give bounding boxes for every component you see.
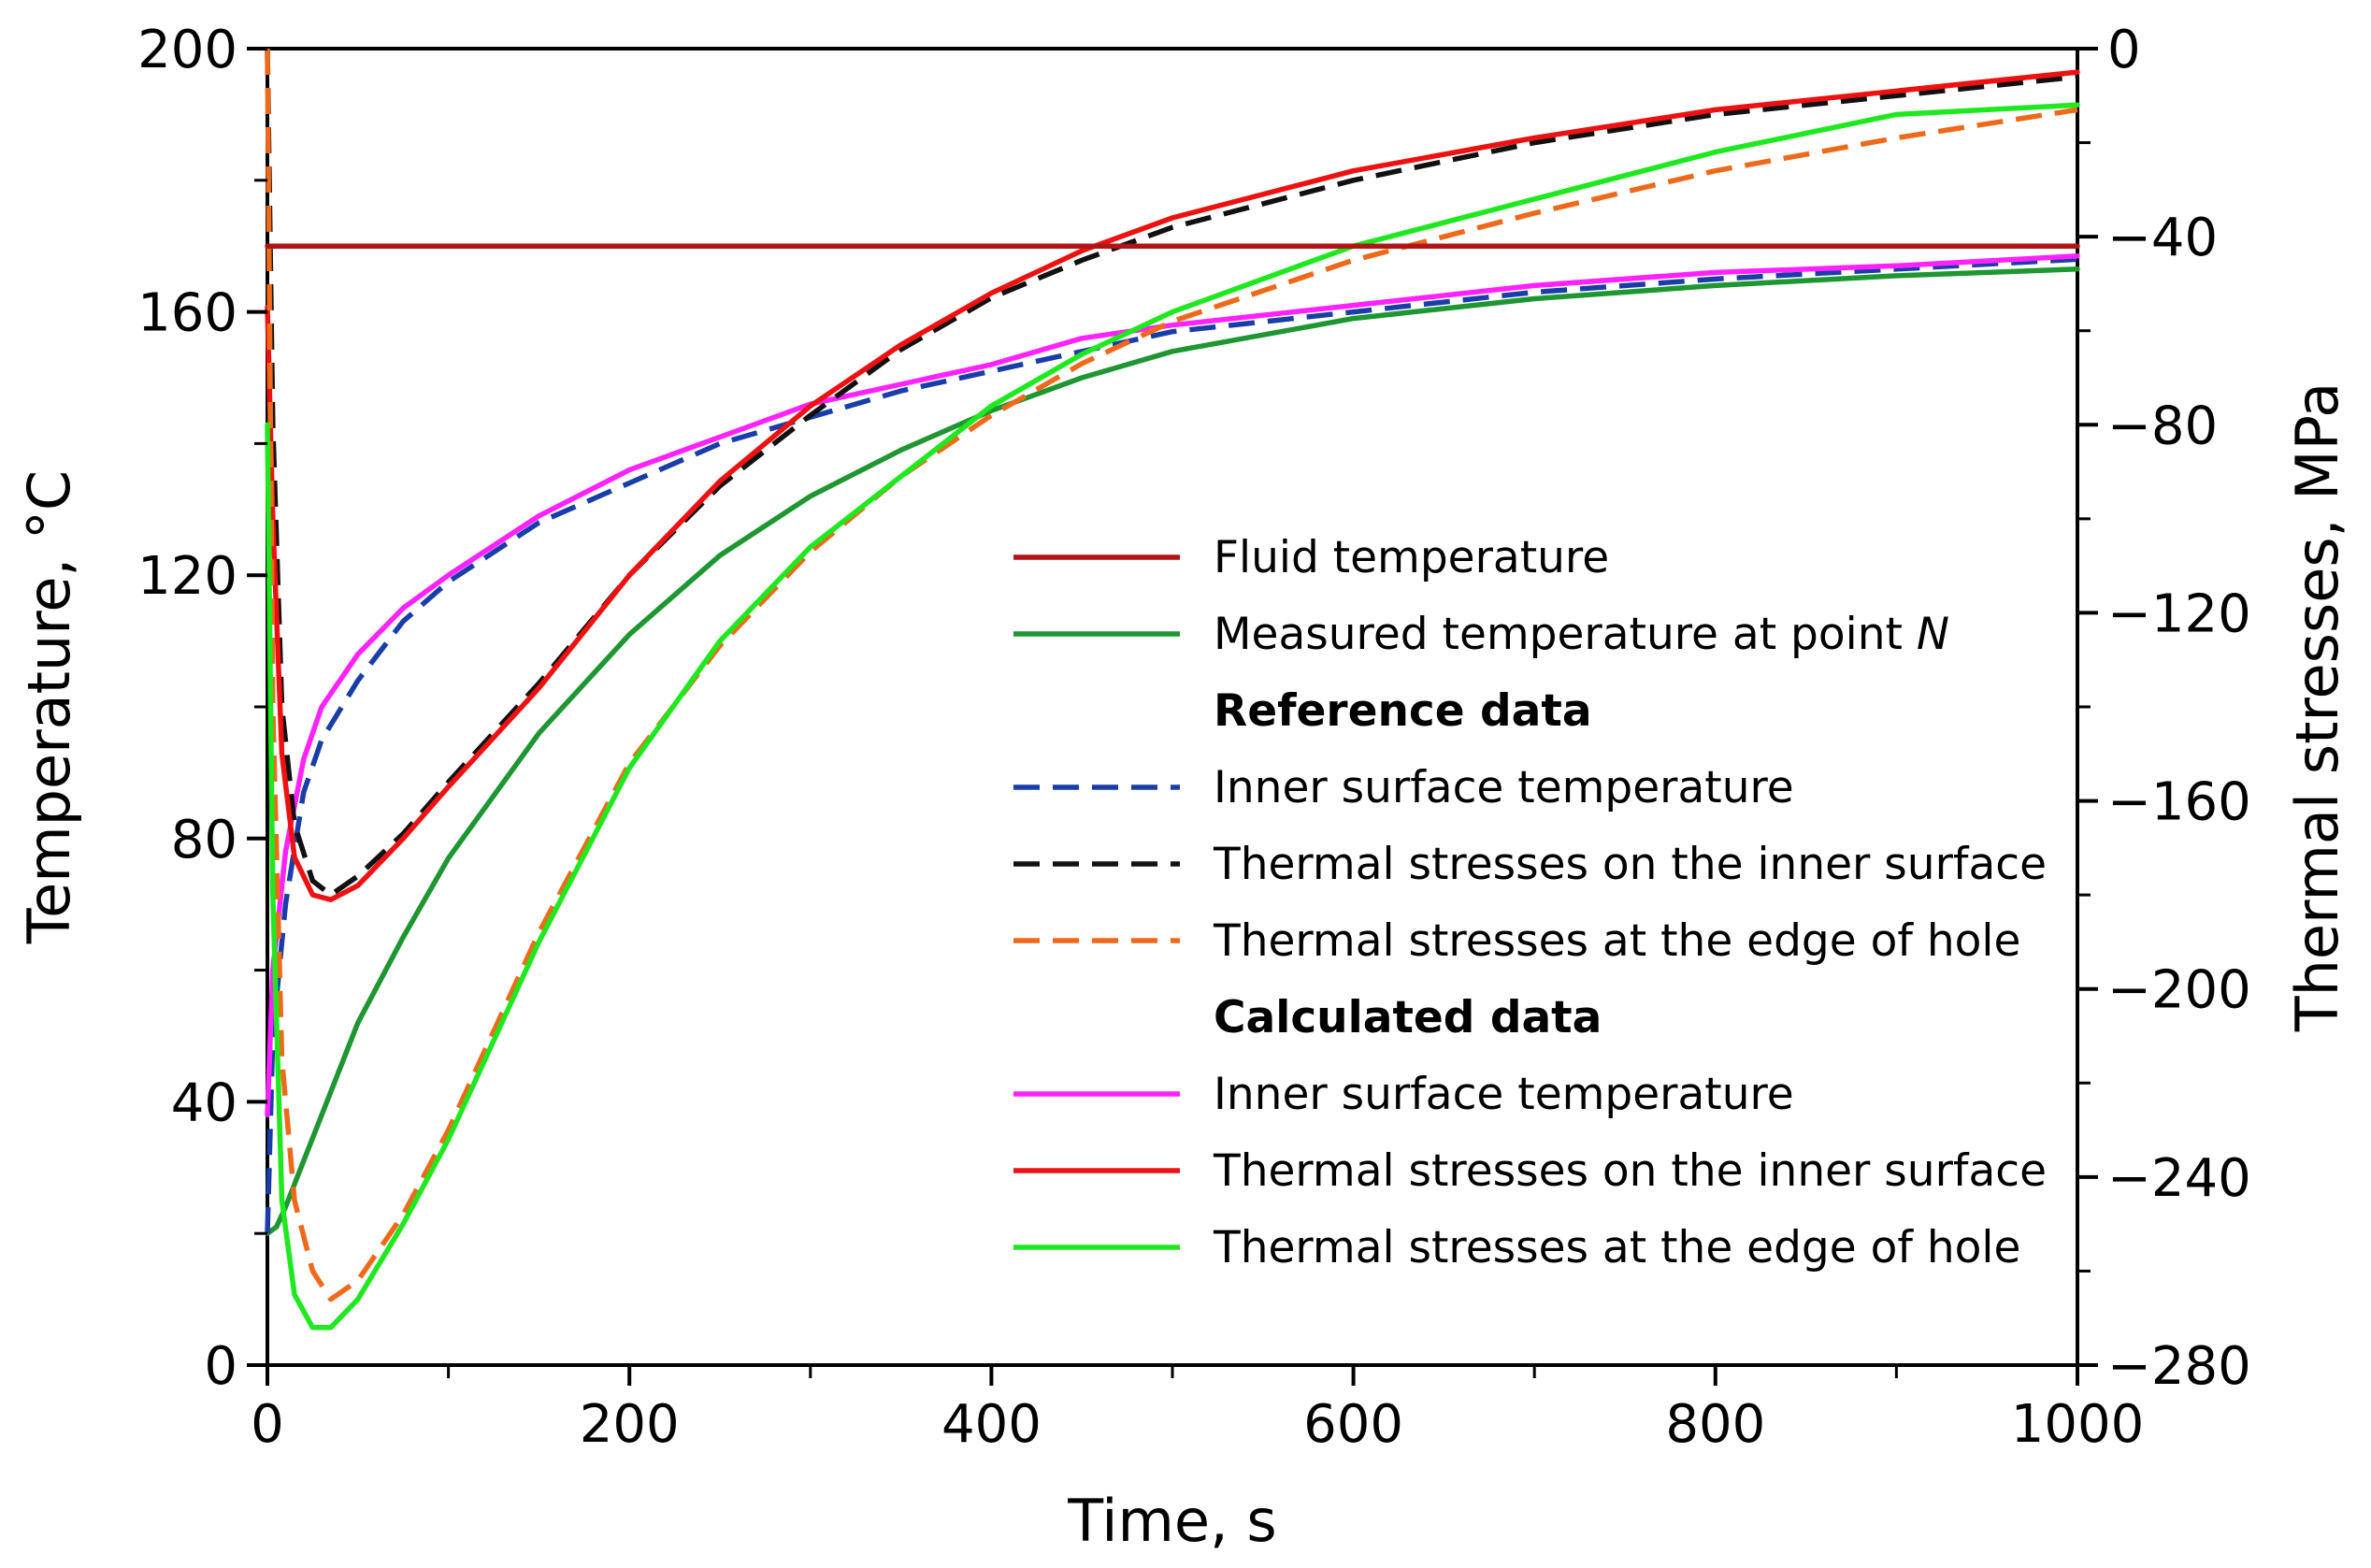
legend-label: Inner surface temperature bbox=[1214, 762, 1794, 813]
legend-heading: Calculated data bbox=[1214, 992, 1602, 1043]
series-line-calc-inner-temp bbox=[265, 253, 2080, 1118]
series-line-ref-inner-temp bbox=[265, 256, 2078, 1234]
y-right-tick-label: −240 bbox=[2107, 1148, 2251, 1209]
legend-label: Thermal stresses at the edge of hole bbox=[1213, 915, 2020, 967]
series-line-calc-stress-inner bbox=[265, 69, 2080, 902]
legend: Fluid temperature Measured temperature at… bbox=[1013, 532, 2047, 1273]
legend-label-italic: N bbox=[1917, 609, 1949, 660]
y-right-tick-label: −200 bbox=[2107, 960, 2251, 1021]
legend-label: Measured temperature at point N bbox=[1214, 609, 1949, 660]
y-left-tick-label: 0 bbox=[204, 1336, 237, 1397]
y-right-tick-label: −80 bbox=[2107, 396, 2218, 456]
series-line-calc-stress-hole bbox=[265, 102, 2080, 1331]
legend-heading: Reference data bbox=[1214, 685, 1592, 737]
x-tick-label: 400 bbox=[941, 1394, 1042, 1455]
x-tick-label: 800 bbox=[1665, 1394, 1765, 1455]
legend-label: Thermal stresses at the edge of hole bbox=[1213, 1222, 2020, 1273]
y-right-tick-label: −40 bbox=[2107, 208, 2218, 268]
y-right-tick-label: −120 bbox=[2107, 583, 2251, 644]
y-axis-left-label: Temperature, °C bbox=[15, 470, 83, 944]
ticks-layer: 0 200 400 600 800 1000 0 40 80 120 160 200 −280 −240 −… bbox=[137, 20, 2251, 1455]
series-line-ref-stress-inner bbox=[265, 48, 2078, 898]
legend-label: Inner surface temperature bbox=[1214, 1069, 1794, 1120]
series-line-ref-stress-hole bbox=[265, 48, 2078, 1302]
x-tick-label: 600 bbox=[1303, 1394, 1403, 1455]
legend-label: Thermal stresses on the inner surface bbox=[1213, 839, 2047, 890]
y-left-tick-label: 160 bbox=[137, 283, 237, 344]
x-axis-label: Time, s bbox=[1067, 1487, 1276, 1555]
series-layer bbox=[265, 48, 2080, 1331]
y-left-tick-label: 80 bbox=[171, 810, 237, 870]
y-right-tick-label: −160 bbox=[2107, 772, 2251, 833]
y-right-tick-label: −280 bbox=[2107, 1336, 2251, 1397]
x-tick-label: 200 bbox=[580, 1394, 680, 1455]
y-left-tick-label: 200 bbox=[137, 20, 237, 80]
y-axis-right-label: Thermal stresses, MPa bbox=[2283, 382, 2351, 1032]
legend-label: Fluid temperature bbox=[1214, 532, 1609, 583]
legend-label: Thermal stresses on the inner surface bbox=[1213, 1145, 2047, 1197]
x-tick-label: 1000 bbox=[2011, 1394, 2145, 1455]
series-line-measured bbox=[265, 266, 2080, 1236]
y-left-tick-label: 120 bbox=[137, 546, 237, 607]
y-right-tick-label: 0 bbox=[2107, 20, 2141, 80]
y-left-tick-label: 40 bbox=[171, 1072, 237, 1133]
x-tick-label: 0 bbox=[251, 1394, 284, 1455]
